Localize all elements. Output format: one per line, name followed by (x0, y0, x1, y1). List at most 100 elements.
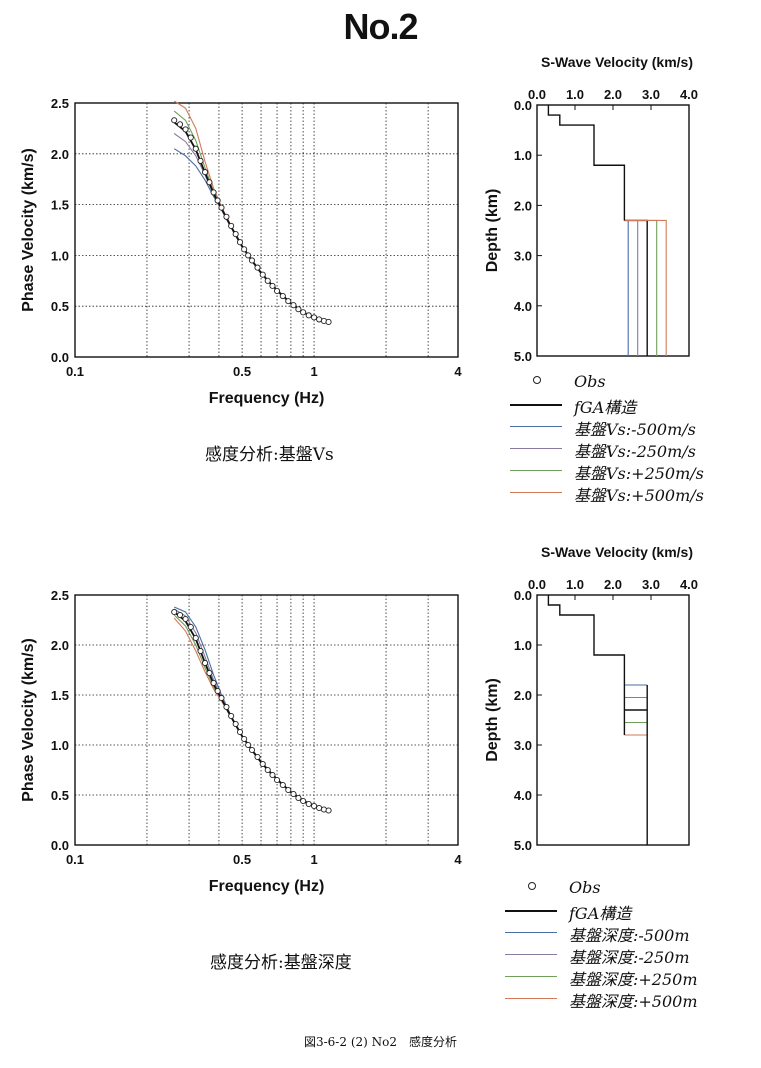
x-tick-label: 1 (310, 852, 317, 867)
obs-point (311, 314, 318, 321)
y-tick-label: 0.0 (51, 838, 69, 853)
obs-point (305, 800, 312, 808)
legend-label: 基盤深度:-250m (569, 948, 690, 967)
legend-label: 基盤Vs:+500m/s (574, 486, 704, 505)
series-line-0 (173, 611, 329, 812)
x-tick-label: 4.0 (680, 577, 698, 592)
y-tick-label: 1.0 (51, 738, 69, 753)
obs-point (300, 309, 307, 316)
legend-entry: 基盤Vs:-250m/s (510, 438, 761, 461)
obs-point (236, 728, 244, 736)
legend-entry: fGA構造 (510, 394, 761, 417)
legend-label: 基盤Vs:+250m/s (574, 464, 704, 483)
legend-circle-marker (533, 376, 541, 384)
series-line-0 (173, 121, 329, 324)
y-tick-label: 2.0 (514, 198, 532, 213)
obs-point (285, 786, 292, 794)
x-tick-label: 0.0 (528, 577, 546, 592)
obs-point (241, 246, 248, 253)
layer-structure (547, 105, 626, 221)
halfspace-line-3 (624, 219, 658, 356)
legend-entry: 基盤Vs:+250m/s (510, 460, 761, 483)
series-line-4 (173, 100, 329, 324)
x-axis-label: Frequency (Hz) (209, 390, 325, 407)
obs-point (245, 252, 252, 259)
obs-point (248, 257, 256, 264)
y-tick-label: 1.0 (514, 148, 532, 163)
legend-entry: Obs (505, 878, 761, 900)
obs-point (264, 277, 271, 284)
y-tick-label: 0.0 (51, 350, 69, 365)
obs-point (279, 292, 286, 300)
obs-point (254, 264, 261, 271)
y-tick-label: 1.0 (51, 248, 69, 263)
y-tick-label: 5.0 (514, 838, 532, 853)
obs-point (197, 647, 204, 655)
y-tick-label: 2.0 (51, 638, 69, 653)
obs-point (171, 117, 178, 124)
obs-point (197, 157, 204, 164)
x-tick-label: 0.1 (66, 852, 84, 867)
series-line-4 (173, 617, 329, 813)
caption-vs: 感度分析:基盤Vs (205, 445, 334, 465)
dispersion-chart-vs: 0.0 0.5 1.0 1.5 2.0 2.5 0.1 0.5 1 4 Frequency (Hz)… (20, 96, 462, 407)
legend-entry: fGA構造 (505, 900, 761, 923)
y-tick-label: 2.5 (51, 588, 69, 603)
obs-point (273, 287, 281, 295)
y-tick-label: 0.0 (514, 588, 532, 603)
legend-line-swatch (510, 470, 562, 471)
obs-point (187, 134, 194, 141)
legend-entry: 基盤Vs:-500m/s (510, 416, 761, 439)
obs-point (232, 231, 239, 238)
obs-point (264, 766, 271, 774)
legend-line-swatch (510, 404, 562, 406)
legend-line-swatch (505, 910, 557, 912)
profile-title: S-Wave Velocity (km/s) (541, 54, 693, 70)
velocity-profile-depth: S-Wave Velocity (km/s) 0.0 1.0 2.0 3.0 4.0 0.0… (484, 544, 698, 853)
obs-point (206, 669, 213, 677)
y-tick-label: 4.0 (514, 299, 532, 314)
obs-point (279, 781, 286, 789)
x-axis-label: Frequency (Hz) (209, 878, 325, 895)
x-tick-label: 1.0 (566, 577, 584, 592)
legend-entry: 基盤深度:+250m (505, 966, 761, 989)
x-tick-label: 0.5 (233, 852, 251, 867)
y-tick-label: 2.5 (51, 96, 69, 111)
legend-line-swatch (505, 932, 557, 933)
series-line-3 (173, 110, 329, 324)
obs-point (245, 741, 252, 749)
obs-point (223, 703, 230, 711)
obs-point (305, 312, 312, 319)
dispersion-chart-depth: 0.0 0.5 1.0 1.5 2.0 2.5 0.1 0.5 1 4 Frequency (Hz)… (20, 588, 462, 895)
footer-caption: 図3-6-2 (2) No2 感度分析 (303, 1035, 457, 1049)
obs-point (311, 802, 318, 810)
legend-label: fGA構造 (574, 398, 637, 417)
obs-point (187, 623, 194, 631)
layer-structure (547, 595, 626, 735)
y-axis-label: Depth (km) (484, 189, 501, 273)
x-tick-label: 3.0 (642, 577, 660, 592)
y-tick-label: 2.0 (51, 147, 69, 162)
legend-label: Obs (569, 878, 601, 897)
x-tick-label: 0.5 (233, 364, 251, 379)
x-tick-label: 2.0 (604, 87, 622, 102)
y-tick-label: 0.5 (51, 299, 69, 314)
obs-point (210, 189, 217, 196)
page-title: No.2 (343, 6, 418, 47)
plot-frame (536, 594, 690, 846)
legend-line-swatch (505, 976, 557, 977)
obs-point (259, 760, 266, 768)
obs-point (295, 794, 302, 802)
x-tick-label: 0.0 (528, 87, 546, 102)
obs-point (192, 634, 199, 642)
obs-point (182, 615, 189, 623)
obs-point (273, 776, 281, 784)
caption-depth: 感度分析:基盤深度 (210, 953, 352, 973)
y-tick-label: 0.0 (514, 98, 532, 113)
y-axis-label: Phase Velocity (km/s) (20, 148, 37, 312)
x-tick-label: 4 (454, 364, 462, 379)
obs-point (176, 611, 184, 619)
obs-point (269, 771, 276, 779)
y-axis-label: Phase Velocity (km/s) (20, 638, 37, 802)
obs-point (218, 204, 225, 211)
